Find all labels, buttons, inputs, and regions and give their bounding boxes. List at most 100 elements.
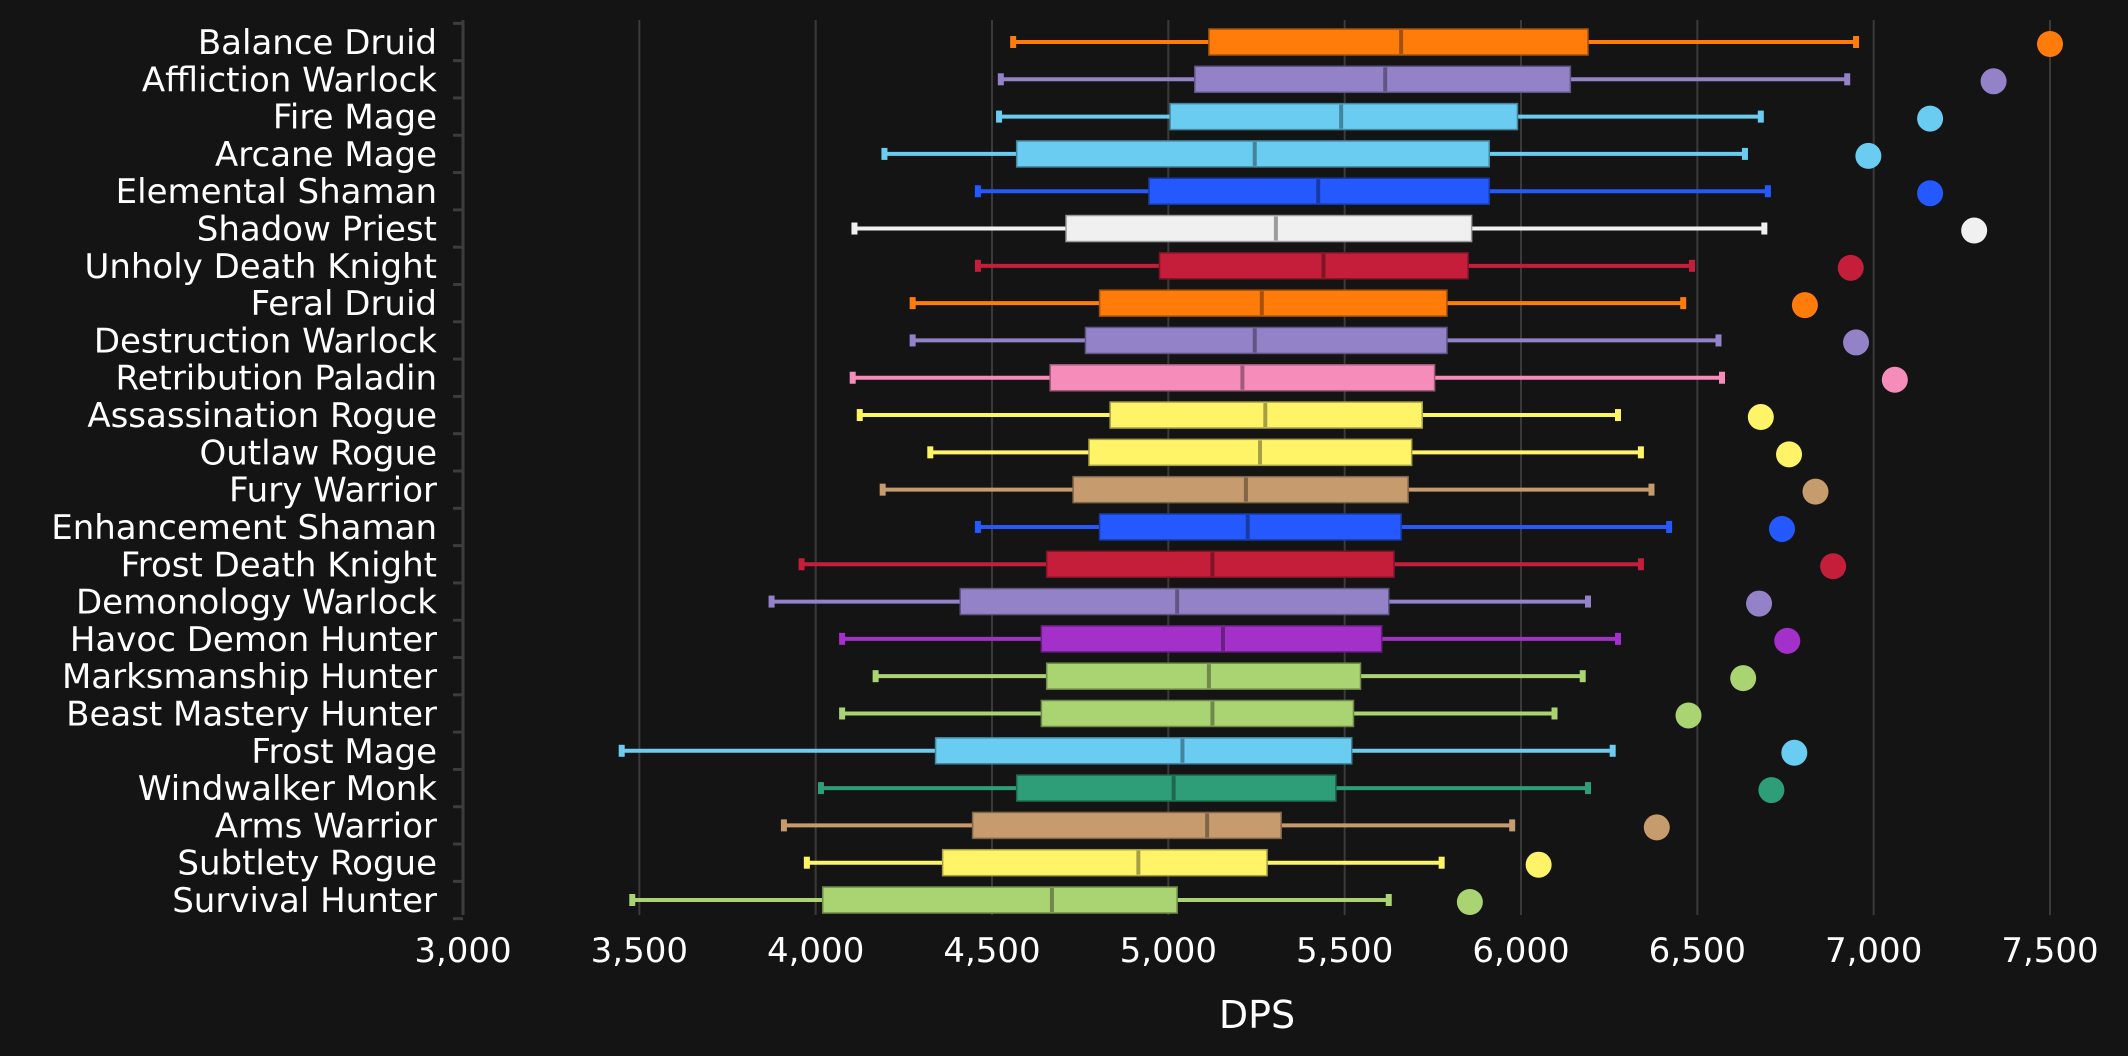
whisker-cap-low [974, 259, 981, 272]
category-label: Havoc Demon Hunter [70, 620, 437, 660]
max-point [1837, 254, 1864, 281]
category-label: Arms Warrior [215, 806, 437, 846]
iqr-box [971, 811, 1282, 840]
category-label: Frost Death Knight [121, 545, 437, 585]
whisker-cap-high [1719, 371, 1726, 384]
category-label: Feral Druid [251, 284, 437, 324]
series-row: Survival Hunter [172, 881, 1483, 921]
max-point [1855, 142, 1882, 169]
max-point [1820, 553, 1847, 580]
series-row: Fury Warrior [229, 471, 1829, 511]
whisker-cap-low [839, 707, 846, 720]
iqr-box [1098, 513, 1402, 541]
category-label: Destruction Warlock [94, 321, 437, 361]
whisker-cap-low [839, 632, 846, 645]
category-label: Unholy Death Knight [84, 247, 437, 287]
series-row: Frost Mage [251, 732, 1808, 772]
iqr-box [1088, 438, 1413, 467]
whisker-cap-low [879, 483, 886, 496]
series-row: Destruction Warlock [94, 321, 1870, 361]
series-row: Elemental Shaman [116, 172, 1944, 212]
category-label: Retribution Paladin [115, 359, 437, 399]
x-tick-label: 7,500 [2001, 931, 2098, 971]
category-label: Frost Mage [251, 732, 437, 772]
category-label: Arcane Mage [215, 135, 437, 175]
iqr-box [1045, 550, 1395, 579]
whisker-cap-low [909, 334, 916, 347]
series-row: Outlaw Rogue [200, 433, 1803, 473]
whisker-cap-high [1438, 856, 1445, 869]
whisker-cap-low [997, 73, 1004, 86]
iqr-box [1158, 252, 1469, 280]
whisker-cap-low [798, 558, 805, 571]
whisker-cap-high [1689, 259, 1696, 272]
max-point [1758, 777, 1785, 804]
series-row: Balance Druid [198, 23, 2063, 63]
iqr-box [1015, 774, 1337, 802]
series-row: Arms Warrior [215, 806, 1670, 846]
series-row: Demonology Warlock [76, 583, 1773, 623]
iqr-box [1208, 28, 1589, 56]
whisker-cap-low [1010, 36, 1017, 48]
category-label: Elemental Shaman [116, 172, 437, 212]
max-point [2037, 31, 2063, 57]
max-point [1791, 292, 1818, 319]
whisker-cap-low [803, 856, 810, 869]
x-tick-label: 4,500 [943, 931, 1040, 971]
whisker-cap-low [768, 595, 775, 608]
whisker-cap-high [1551, 707, 1558, 720]
series-row: Fire Mage [273, 98, 1944, 138]
category-label: Assassination Rogue [87, 396, 437, 436]
max-point [1730, 665, 1757, 692]
iqr-box [934, 737, 1353, 765]
category-label: Enhancement Shaman [51, 508, 437, 548]
whisker-cap-high [1609, 744, 1616, 757]
whisker-cap-high [1715, 334, 1722, 347]
category-label: Subtlety Rogue [177, 844, 437, 884]
x-axis-ticks: 3,000 3,500 4,000 4,500 5,000 5,500 6,000 6,500… [414, 931, 2098, 971]
x-tick-label: 3,500 [591, 931, 688, 971]
whisker-cap-low [817, 782, 824, 795]
iqr-box [941, 848, 1268, 877]
max-point [1980, 68, 2007, 95]
whisker-cap-high [1764, 185, 1771, 198]
whisker-cap-high [1844, 73, 1851, 86]
max-point [1746, 590, 1773, 617]
whisker-cap-low [974, 185, 981, 198]
iqr-box [1045, 662, 1362, 690]
iqr-box [1072, 475, 1409, 504]
whisker-cap-low [927, 446, 934, 459]
max-point [1675, 702, 1702, 729]
category-label: Outlaw Rogue [200, 433, 438, 473]
category-label: Fury Warrior [229, 471, 437, 511]
whisker-cap-low [851, 222, 858, 235]
y-axis [453, 20, 465, 921]
max-point [1747, 404, 1774, 431]
series-row: Arcane Mage [215, 135, 1882, 175]
x-tick-label: 6,500 [1649, 931, 1746, 971]
whisker-cap-high [1648, 483, 1655, 496]
series-row: Subtlety Rogue [177, 844, 1552, 884]
whisker-cap-high [1666, 520, 1673, 533]
x-tick-label: 3,000 [414, 931, 511, 971]
category-label: Demonology Warlock [76, 583, 437, 623]
series-row: Affliction Warlock [142, 60, 2007, 100]
iqr-box [959, 587, 1390, 616]
max-point [1643, 814, 1670, 841]
series-row: Windwalker Monk [138, 769, 1785, 809]
max-point [1776, 441, 1803, 468]
whisker-cap-low [780, 819, 787, 832]
series-row: Beast Mastery Hunter [66, 694, 1702, 734]
max-point [1843, 329, 1870, 356]
series-row: Marksmanship Hunter [62, 657, 1757, 697]
x-axis-label: DPS [1219, 993, 1295, 1037]
category-label: Affliction Warlock [142, 60, 437, 100]
max-point [1774, 627, 1801, 654]
whisker-cap-high [1761, 222, 1768, 235]
category-label: Balance Druid [198, 23, 437, 63]
max-point [1917, 180, 1944, 207]
series-row: Assassination Rogue [87, 396, 1774, 436]
max-point [1881, 366, 1908, 393]
category-label: Windwalker Monk [138, 769, 437, 809]
